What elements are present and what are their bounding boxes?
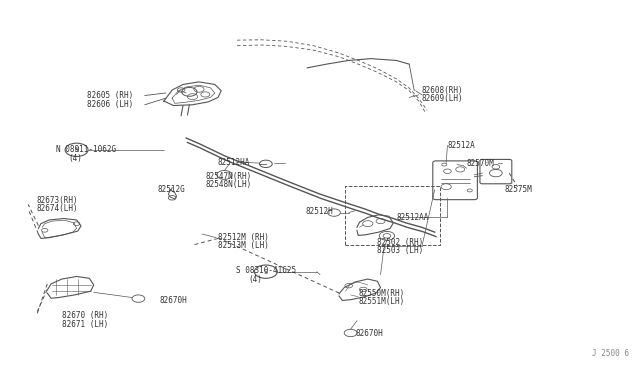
Text: 82575M: 82575M <box>505 185 532 194</box>
Text: 82671 (LH): 82671 (LH) <box>62 320 108 328</box>
Text: 82670H: 82670H <box>159 296 187 305</box>
Text: 82674(LH): 82674(LH) <box>36 204 78 214</box>
Text: N 08911-1062G: N 08911-1062G <box>56 145 116 154</box>
Text: 82503 (LH): 82503 (LH) <box>378 246 424 255</box>
Text: 82606 (LH): 82606 (LH) <box>88 100 134 109</box>
Text: (4): (4) <box>68 154 82 163</box>
Text: 82670 (RH): 82670 (RH) <box>62 311 108 320</box>
Text: 82512AA: 82512AA <box>396 213 429 222</box>
Text: 82512HA: 82512HA <box>218 157 250 167</box>
Text: 82550M(RH): 82550M(RH) <box>358 289 404 298</box>
Text: N: N <box>74 147 79 153</box>
Text: J 2500 6: J 2500 6 <box>592 349 629 358</box>
Text: 82608(RH): 82608(RH) <box>422 86 463 95</box>
Text: 82609(LH): 82609(LH) <box>422 94 463 103</box>
Text: 82548N(LH): 82548N(LH) <box>205 180 252 189</box>
Text: 82547N(RH): 82547N(RH) <box>205 172 252 181</box>
Text: 82512M (RH): 82512M (RH) <box>218 233 269 242</box>
Text: 82670H: 82670H <box>355 329 383 338</box>
Text: 82673(RH): 82673(RH) <box>36 196 78 205</box>
Text: S: S <box>264 269 268 275</box>
Text: 82551M(LH): 82551M(LH) <box>358 297 404 306</box>
Text: 82512H: 82512H <box>306 207 333 217</box>
Text: S 08310-41625: S 08310-41625 <box>236 266 296 275</box>
Text: 82512A: 82512A <box>447 141 475 150</box>
Text: (4): (4) <box>248 275 262 283</box>
Text: 82570M: 82570M <box>467 158 494 168</box>
Text: 82512G: 82512G <box>157 185 185 194</box>
Text: 82502 (RH): 82502 (RH) <box>378 238 424 247</box>
Text: 82605 (RH): 82605 (RH) <box>88 91 134 100</box>
Text: 82513M (LH): 82513M (LH) <box>218 241 269 250</box>
Bar <box>346 186 440 245</box>
FancyBboxPatch shape <box>480 160 512 184</box>
FancyBboxPatch shape <box>433 161 477 200</box>
